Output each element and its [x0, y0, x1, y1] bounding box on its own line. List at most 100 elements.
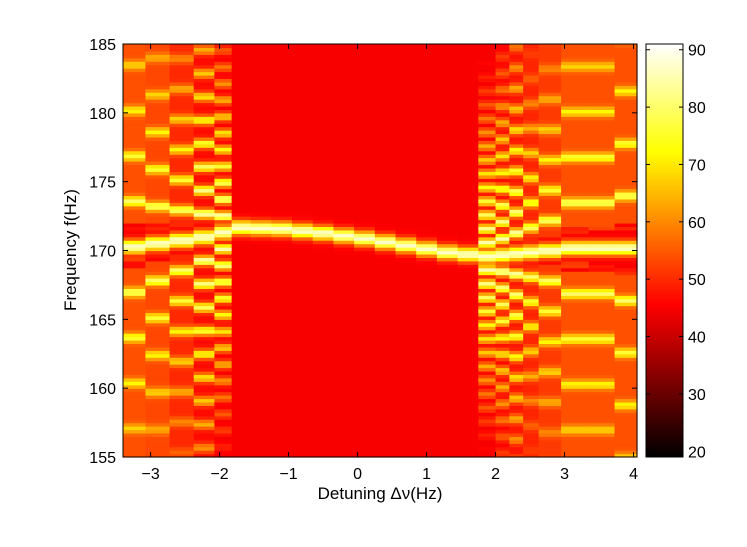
heatmap-cell: [292, 150, 314, 155]
heatmap-cell: [231, 143, 252, 148]
heatmap-cell: [523, 205, 540, 210]
heatmap-cell: [374, 395, 397, 400]
heatmap-cell: [193, 202, 216, 207]
heatmap-cell: [478, 71, 497, 76]
heatmap-cell: [457, 336, 479, 341]
heatmap-cell: [214, 443, 233, 448]
heatmap-cell: [416, 81, 438, 86]
heatmap-cell: [436, 426, 459, 431]
heatmap-cell: [271, 291, 293, 296]
heatmap-cell: [395, 47, 417, 52]
heatmap-cell: [588, 315, 616, 320]
heatmap-cell: [416, 150, 438, 155]
heatmap-cell: [523, 284, 540, 289]
heatmap-cell: [523, 64, 540, 69]
heatmap-cell: [561, 74, 590, 80]
heatmap-cell: [416, 295, 438, 300]
heatmap-cell: [271, 305, 293, 310]
heatmap-cell: [193, 257, 216, 262]
heatmap-cell: [292, 105, 314, 110]
heatmap-cell: [312, 68, 335, 73]
heatmap-cell: [374, 388, 397, 393]
heatmap-cell: [292, 198, 314, 203]
heatmap-cell: [478, 44, 497, 49]
heatmap-cell: [561, 446, 590, 451]
heatmap-cell: [312, 453, 335, 458]
heatmap-cell: [538, 381, 562, 386]
heatmap-cell: [169, 161, 195, 166]
heatmap-cell: [509, 181, 524, 186]
heatmap-cell: [250, 174, 272, 179]
heatmap-cell: [495, 233, 510, 238]
heatmap-cell: [123, 205, 147, 210]
heatmap-cell: [561, 295, 590, 300]
heatmap-cell: [457, 360, 479, 365]
heatmap-cell: [214, 388, 233, 393]
heatmap-cell: [561, 412, 590, 417]
heatmap-cell: [436, 260, 459, 265]
heatmap-cell: [312, 88, 335, 93]
heatmap-cell: [588, 136, 616, 141]
heatmap-cell: [374, 161, 397, 166]
heatmap-cell: [588, 226, 616, 231]
heatmap-cell: [145, 388, 171, 393]
heatmap-cell: [169, 198, 195, 203]
heatmap-cell: [495, 267, 510, 272]
heatmap-cell: [123, 178, 147, 183]
heatmap-cell: [169, 123, 195, 128]
heatmap-cell: [354, 209, 376, 214]
colorbar-tick-label: 70: [688, 157, 706, 174]
heatmap-cell: [523, 439, 540, 444]
heatmap-cell: [193, 119, 216, 124]
heatmap-cell: [214, 295, 233, 300]
heatmap-cell: [312, 81, 335, 86]
heatmap-cell: [250, 443, 272, 448]
heatmap-cell: [271, 302, 293, 307]
heatmap-cell: [614, 233, 638, 238]
heatmap-cell: [333, 92, 355, 97]
heatmap-cell: [312, 250, 335, 255]
heatmap-cell: [354, 284, 376, 289]
heatmap-cell: [312, 429, 335, 434]
heatmap-cell: [478, 432, 497, 437]
heatmap-cell: [478, 150, 497, 155]
heatmap-cell: [333, 123, 355, 128]
heatmap-cell: [509, 398, 524, 403]
heatmap-cell: [538, 360, 562, 365]
heatmap-cell: [523, 174, 540, 179]
heatmap-cell: [354, 236, 376, 241]
heatmap-cell: [614, 336, 638, 341]
heatmap-cell: [538, 432, 562, 437]
heatmap-cell: [495, 150, 510, 155]
heatmap-cell: [561, 185, 590, 190]
heatmap-cell: [312, 281, 335, 286]
heatmap-cell: [333, 102, 355, 107]
heatmap-cell: [193, 167, 216, 172]
heatmap-cell: [333, 143, 355, 148]
heatmap-cell: [250, 229, 272, 234]
heatmap-cell: [416, 185, 438, 190]
heatmap-cell: [333, 109, 355, 114]
heatmap-cell: [457, 302, 479, 307]
heatmap-cell: [333, 419, 355, 424]
heatmap-cell: [374, 357, 397, 362]
heatmap-cell: [354, 143, 376, 148]
heatmap-cell: [214, 339, 233, 345]
heatmap-cell: [292, 432, 314, 437]
heatmap-cell: [193, 405, 216, 410]
heatmap-cell: [231, 353, 252, 358]
heatmap-cell: [457, 395, 479, 400]
heatmap-cell: [250, 415, 272, 420]
heatmap-cell: [509, 161, 524, 166]
heatmap-cell: [416, 426, 438, 431]
heatmap-cell: [123, 243, 147, 248]
heatmap-cell: [292, 164, 314, 169]
heatmap-cell: [416, 415, 438, 420]
heatmap-cell: [169, 309, 195, 314]
heatmap-cell: [523, 164, 540, 169]
heatmap-cell: [436, 367, 459, 372]
heatmap-cell: [523, 364, 540, 369]
heatmap-cell: [523, 450, 540, 455]
heatmap-cell: [145, 384, 171, 389]
heatmap-cell: [231, 329, 252, 334]
